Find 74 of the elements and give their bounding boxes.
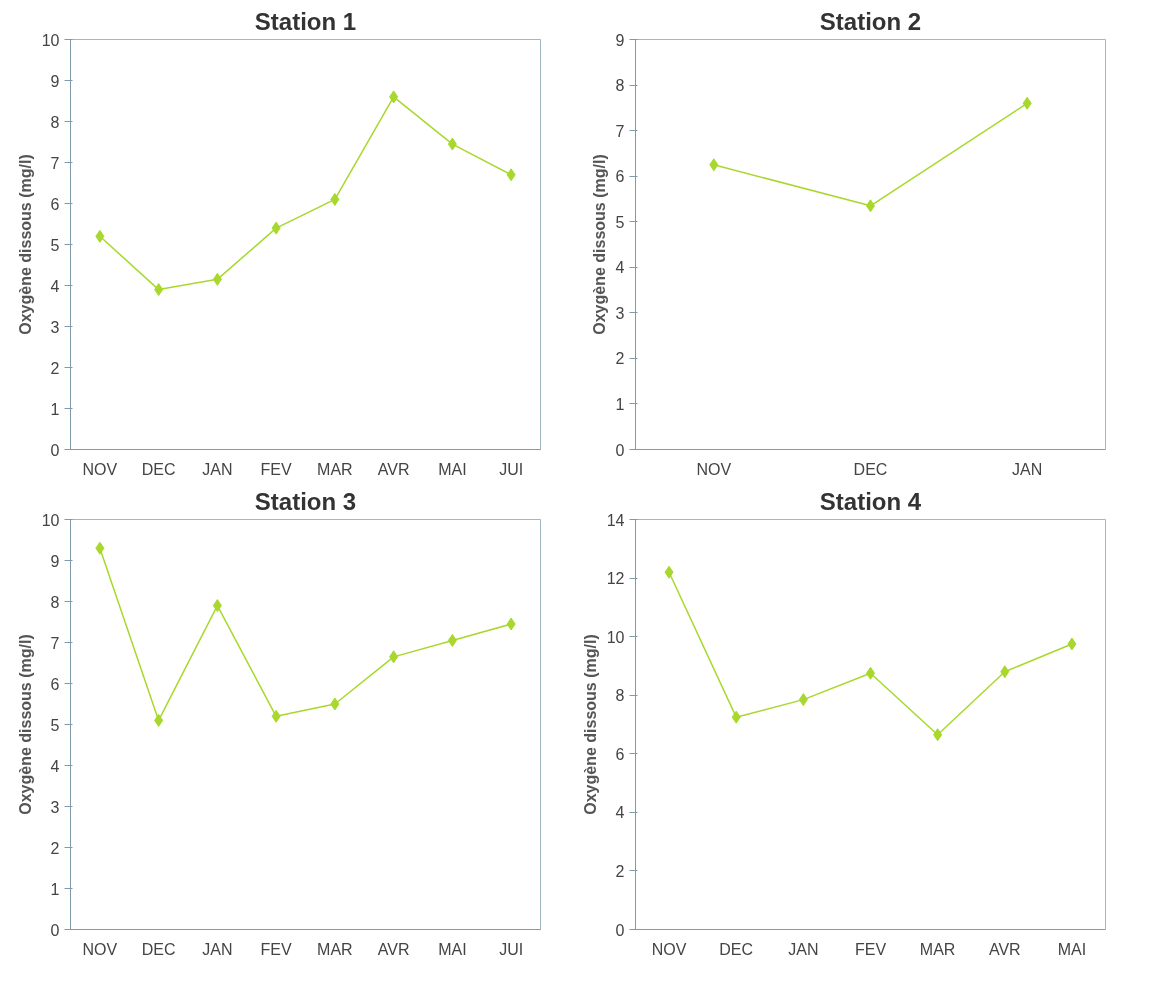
chart-title: Station 3	[254, 487, 357, 515]
y-axis-title: Oxygène dissous (mg/l)	[581, 634, 599, 815]
x-tick-label: FEV	[260, 940, 293, 958]
y-tick-label: 2	[50, 839, 60, 857]
x-tick-label: JUI	[499, 460, 524, 478]
y-tick-label: 3	[50, 318, 60, 336]
y-tick-label: 8	[615, 687, 625, 705]
x-tick-label: AVR	[988, 940, 1021, 958]
y-tick-label: 0	[615, 441, 625, 459]
y-tick-label: 3	[50, 798, 60, 816]
y-tick-label: 6	[50, 675, 60, 693]
y-tick-label: 4	[50, 277, 60, 295]
x-tick-label: MAR	[919, 940, 956, 958]
y-tick-label: 1	[615, 395, 625, 413]
x-tick-label: DEC	[853, 460, 888, 478]
y-tick-label: 5	[50, 236, 60, 254]
y-axis-title: Oxygène dissous (mg/l)	[590, 154, 608, 335]
y-tick-label: 5	[50, 716, 60, 734]
y-tick-label: 10	[41, 31, 60, 49]
chart-title: Station 2	[819, 7, 922, 35]
y-tick-label: 7	[615, 122, 625, 140]
x-tick-label: JAN	[202, 460, 233, 478]
y-tick-label: 14	[606, 511, 625, 529]
y-tick-label: 7	[50, 154, 60, 172]
y-tick-label: 12	[606, 570, 625, 588]
x-tick-label: JAN	[1012, 460, 1043, 478]
x-tick-label: NOV	[651, 940, 687, 958]
x-tick-label: NOV	[696, 460, 732, 478]
y-tick-label: 2	[615, 862, 625, 880]
y-tick-label: 2	[615, 350, 625, 368]
y-tick-label: 1	[50, 400, 60, 418]
y-tick-label: 1	[50, 880, 60, 898]
x-tick-label: MAR	[317, 940, 353, 958]
y-tick-label: 4	[615, 259, 625, 277]
y-tick-label: 4	[615, 804, 625, 822]
y-tick-label: 9	[615, 31, 625, 49]
x-tick-label: MAI	[438, 460, 467, 478]
x-tick-label: FEV	[854, 940, 887, 958]
y-tick-label: 4	[50, 757, 60, 775]
y-tick-label: 0	[615, 921, 625, 939]
y-tick-label: 6	[50, 195, 60, 213]
x-tick-label: AVR	[377, 940, 410, 958]
chart-title: Station 4	[819, 487, 922, 515]
x-tick-label: MAR	[317, 460, 353, 478]
x-tick-label: NOV	[82, 460, 118, 478]
x-tick-label: JAN	[788, 940, 819, 958]
y-tick-label: 7	[50, 634, 60, 652]
x-tick-label: MAI	[438, 940, 467, 958]
y-tick-label: 10	[41, 511, 60, 529]
x-tick-label: FEV	[260, 460, 293, 478]
x-tick-label: JAN	[202, 940, 233, 958]
y-tick-label: 10	[606, 628, 625, 646]
y-tick-label: 9	[50, 72, 60, 90]
y-tick-label: 8	[615, 77, 625, 95]
y-tick-label: 8	[50, 593, 60, 611]
x-tick-label: DEC	[141, 460, 176, 478]
x-tick-label: MAI	[1057, 940, 1087, 958]
y-tick-label: 5	[615, 213, 625, 231]
y-axis-title: Oxygène dissous (mg/l)	[16, 154, 34, 335]
x-tick-label: DEC	[719, 940, 754, 958]
x-tick-label: JUI	[499, 940, 524, 958]
x-tick-label: DEC	[141, 940, 176, 958]
y-tick-label: 9	[50, 552, 60, 570]
y-tick-label: 3	[615, 304, 625, 322]
x-tick-label: NOV	[82, 940, 118, 958]
y-tick-label: 0	[50, 921, 60, 939]
y-axis-title: Oxygène dissous (mg/l)	[16, 634, 34, 815]
x-tick-label: AVR	[377, 460, 410, 478]
y-tick-label: 0	[50, 441, 60, 459]
y-tick-label: 6	[615, 168, 625, 186]
y-tick-label: 2	[50, 359, 60, 377]
y-tick-label: 8	[50, 113, 60, 131]
y-tick-label: 6	[615, 745, 625, 763]
chart-title: Station 1	[254, 7, 357, 35]
